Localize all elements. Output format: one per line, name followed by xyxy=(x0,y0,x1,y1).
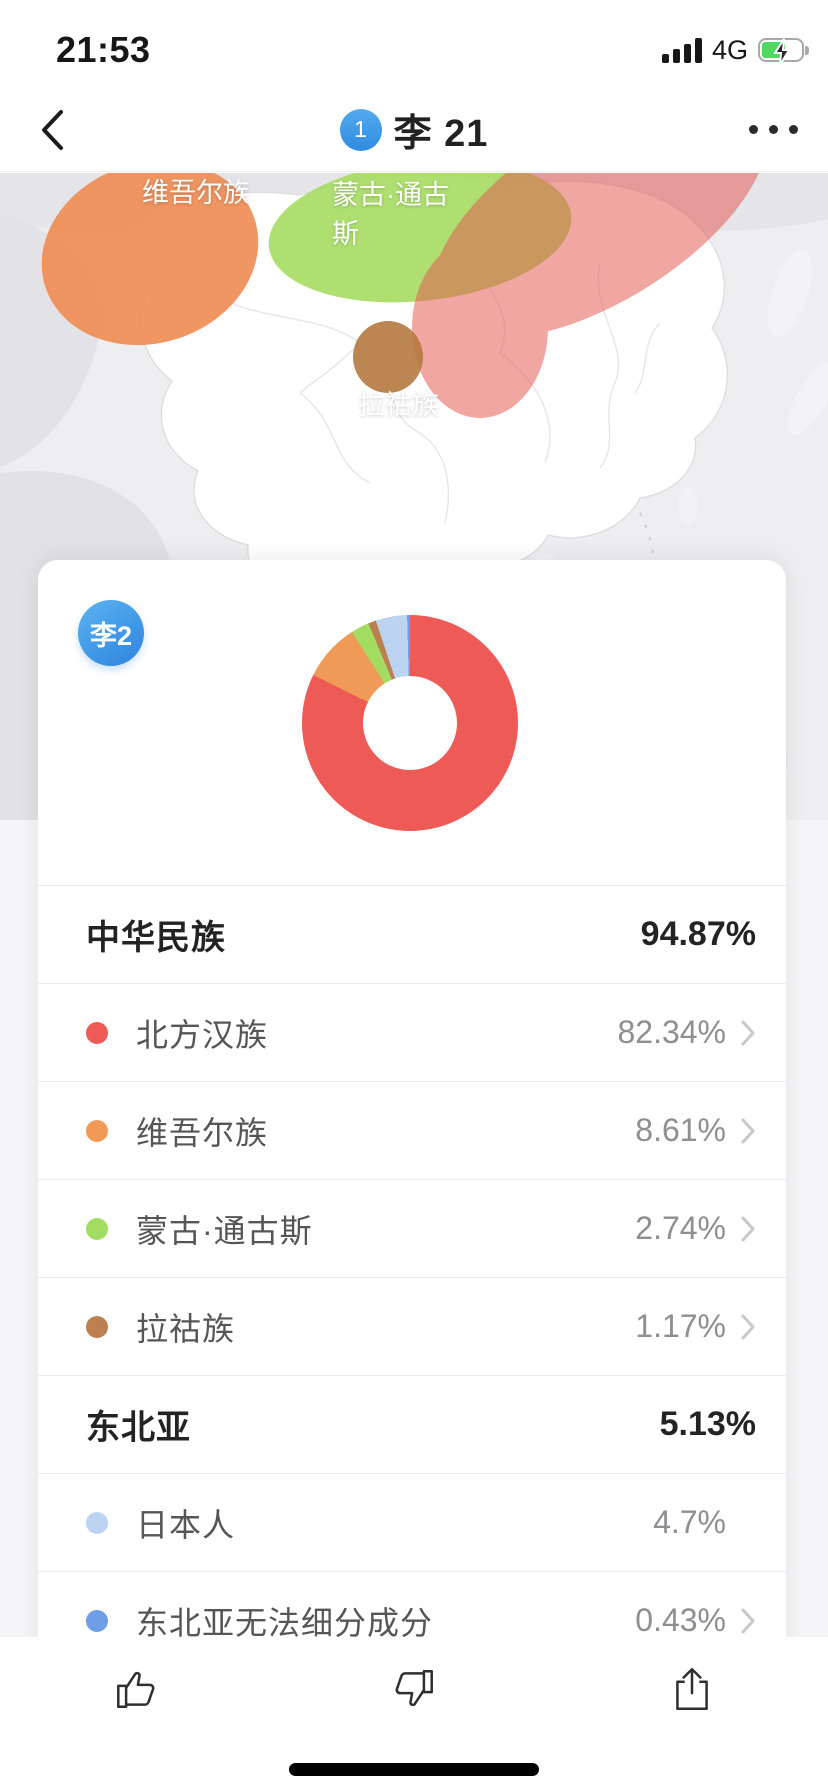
map-land-taiwan xyxy=(678,486,698,524)
item-percentage: 1.17% xyxy=(635,1308,726,1344)
map-region-lahu xyxy=(353,321,423,393)
ancestry-list: 中华民族 94.87% 北方汉族 82.34% 维吾尔族 8.61% 蒙古·通古… xyxy=(38,885,786,1669)
ancestry-group-row: 中华民族 94.87% xyxy=(38,885,786,983)
status-time: 21:53 xyxy=(56,29,151,70)
ancestry-item-row[interactable]: 北方汉族 82.34% xyxy=(38,983,786,1081)
avatar[interactable]: 李2 xyxy=(78,600,144,666)
map-land-japan-north xyxy=(767,248,813,338)
ellipsis-icon xyxy=(769,125,778,134)
legend-dot-icon xyxy=(86,1119,108,1142)
item-label: 东北亚无法细分成分 xyxy=(136,1604,434,1641)
ancestry-donut-chart[interactable] xyxy=(302,615,518,831)
group-label: 东北亚 xyxy=(86,1409,191,1447)
item-percentage: 8.61% xyxy=(635,1112,726,1148)
thumbs-down-icon xyxy=(395,1670,433,1707)
map-label-uyghur: 维吾尔族 xyxy=(142,178,250,208)
chevron-right-icon xyxy=(740,1019,756,1047)
thumbs-down-button[interactable] xyxy=(388,1663,440,1715)
legend-dot-icon xyxy=(86,1609,108,1632)
map-region-uyghur xyxy=(41,173,259,346)
chevron-right-icon xyxy=(740,1313,756,1341)
map-label-lahu: 拉祜族 xyxy=(358,390,439,420)
ancestry-item-row[interactable]: 蒙古·通古斯 2.74% xyxy=(38,1179,786,1277)
chevron-left-icon xyxy=(42,109,63,150)
signal-strength-icon xyxy=(661,37,702,63)
chevron-right-icon xyxy=(740,1607,756,1635)
ellipsis-icon xyxy=(749,125,758,134)
chevron-right-icon xyxy=(740,1117,756,1145)
back-button[interactable] xyxy=(30,108,74,152)
status-bar: 21:53 4G xyxy=(0,20,828,80)
map-dashed-boundary xyxy=(638,512,657,774)
item-label: 北方汉族 xyxy=(136,1016,269,1053)
map-region-north-han xyxy=(412,173,768,418)
ancestry-item-row[interactable]: 东北亚无法细分成分 0.43% xyxy=(38,1571,786,1669)
ancestry-item-row[interactable]: 日本人 4.7% xyxy=(38,1473,786,1571)
group-label: 中华民族 xyxy=(86,919,226,957)
legend-dot-icon xyxy=(86,1315,108,1338)
ancestry-item-row[interactable]: 维吾尔族 8.61% xyxy=(38,1081,786,1179)
group-percentage: 5.13% xyxy=(659,1405,756,1443)
legend-dot-icon xyxy=(86,1511,108,1534)
nav-badge[interactable]: 1 xyxy=(339,108,382,151)
battery-charging-icon xyxy=(758,38,809,66)
map-land-japan-south xyxy=(787,360,828,436)
item-label: 拉祜族 xyxy=(136,1310,236,1347)
map-label-mongol-tungus: 蒙古·通古斯 xyxy=(332,180,449,249)
item-percentage: 0.43% xyxy=(635,1602,726,1638)
share-button[interactable] xyxy=(666,1663,718,1715)
ancestry-result-card: 李2 中华民族 94.87% 北方汉族 82.34% 维吾尔族 8.61% xyxy=(38,560,786,1792)
share-icon xyxy=(676,1667,708,1711)
ancestry-group-row: 东北亚 5.13% xyxy=(38,1375,786,1473)
item-label: 蒙古·通古斯 xyxy=(136,1212,313,1249)
item-label: 日本人 xyxy=(136,1506,236,1543)
ancestry-item-row[interactable]: 拉祜族 1.17% xyxy=(38,1277,786,1375)
ellipsis-icon xyxy=(789,125,798,134)
group-percentage: 94.87% xyxy=(640,915,756,953)
item-percentage: 2.74% xyxy=(635,1210,726,1246)
thumbs-up-icon xyxy=(117,1671,155,1708)
network-type-label: 4G xyxy=(711,34,748,65)
item-percentage: 4.7% xyxy=(653,1504,726,1540)
home-indicator[interactable] xyxy=(289,1763,539,1776)
legend-dot-icon xyxy=(86,1021,108,1044)
item-percentage: 82.34% xyxy=(617,1014,726,1050)
legend-dot-icon xyxy=(86,1217,108,1240)
item-label: 维吾尔族 xyxy=(136,1114,269,1151)
more-options-button[interactable] xyxy=(749,115,798,144)
nav-bar: 1 李 21 xyxy=(0,88,828,172)
chevron-right-icon xyxy=(740,1215,756,1243)
map-canvas xyxy=(0,173,828,820)
thumbs-up-button[interactable] xyxy=(110,1663,162,1715)
page-title: 李 21 xyxy=(393,113,489,155)
top-bar: 21:53 4G xyxy=(0,0,828,173)
